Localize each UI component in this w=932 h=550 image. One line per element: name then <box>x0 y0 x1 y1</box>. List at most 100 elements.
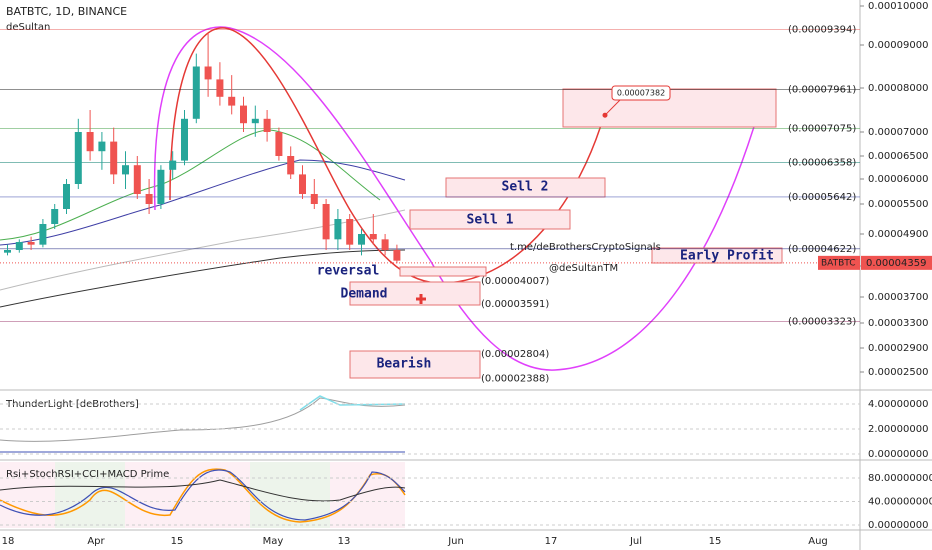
candle-body <box>287 156 295 175</box>
sell-zone <box>409 209 571 230</box>
price-tick-label: 0.00002900 <box>868 343 928 354</box>
price-tick-label: 0.00008000 <box>868 83 928 94</box>
candle-body <box>204 66 212 80</box>
indicator-line <box>0 397 406 442</box>
candle-body <box>86 132 94 152</box>
level-label: (0.00004622) <box>788 244 856 255</box>
ma-line <box>0 159 406 246</box>
candle-body <box>228 96 236 106</box>
callout-box <box>611 85 671 101</box>
candle-body <box>157 169 165 204</box>
bearish-zone <box>349 350 481 379</box>
callout-line <box>604 99 621 116</box>
indicator-tick-label: 0.00000000 <box>868 520 928 531</box>
candle-body <box>381 239 389 250</box>
level-label: (0.00004007) <box>481 276 549 287</box>
ma-line <box>0 129 381 241</box>
indicator-tick-label: 80.00000000 <box>868 473 932 484</box>
author: deSultan <box>6 22 50 33</box>
level-label: (0.00009394) <box>788 25 856 36</box>
candle-body <box>369 234 377 240</box>
candle-body <box>299 174 306 194</box>
demand-zone <box>349 281 481 306</box>
candle-body <box>39 224 47 245</box>
price-tag-value: 0.00004359 <box>866 258 926 269</box>
level-label: (0.00006358) <box>788 158 856 169</box>
candle-body <box>169 160 177 170</box>
indicator-tick-label: 4.00000000 <box>868 399 928 410</box>
level-label: (0.00007961) <box>788 85 856 96</box>
time-label: 17 <box>545 536 558 547</box>
level-label: (0.00003323) <box>788 317 856 328</box>
callout-label: 0.00007382 <box>617 89 665 98</box>
cross-marker <box>416 294 426 304</box>
indicator-tick-label: 0.00000000 <box>868 449 928 460</box>
candle-body <box>51 209 59 224</box>
time-label: Jun <box>447 536 464 547</box>
telegram: t.me/deBrothersCryptoSignals <box>510 242 661 253</box>
price-tick-label: 0.00006500 <box>868 151 928 162</box>
zone-label: Demand <box>341 287 388 302</box>
candle-body <box>122 165 129 175</box>
candle-body <box>393 250 401 261</box>
price-tag-symbol: BATBTC <box>821 258 856 268</box>
candle-body <box>310 194 318 204</box>
candle-body <box>110 141 118 175</box>
candle-body <box>334 219 342 240</box>
level-label: (0.00005642) <box>788 192 856 203</box>
candle-body <box>240 105 247 124</box>
price-tag <box>861 255 932 270</box>
level-label: (0.00002388) <box>481 374 549 385</box>
candle-body <box>358 234 365 245</box>
candle-body <box>346 219 354 245</box>
price-tick-label: 0.00009000 <box>868 40 928 51</box>
level-label: (0.00007075) <box>788 124 856 135</box>
level-label: (0.00002804) <box>481 349 549 360</box>
price-tick-label: 0.00003300 <box>868 318 928 329</box>
indicator-line <box>0 479 406 502</box>
candle-body <box>15 242 23 250</box>
time-label: Aug <box>808 536 828 547</box>
candle-body <box>251 118 259 124</box>
candle-body <box>263 118 271 132</box>
price-tick-label: 0.00004900 <box>868 229 928 240</box>
indicator-tick-label: 40.00000000 <box>868 497 932 508</box>
zone-label: Sell 1 <box>467 213 514 228</box>
zone-label: Sell 2 <box>502 180 549 195</box>
twitter: @deSultanTM <box>549 263 618 274</box>
price-tick-label: 0.00005500 <box>868 199 928 210</box>
indicator-line <box>0 469 406 521</box>
candle-body <box>4 250 11 253</box>
candle-body <box>322 204 330 240</box>
price-tick-label: 0.00002500 <box>868 367 928 378</box>
candle-body <box>133 165 141 194</box>
price-tag <box>818 255 860 270</box>
indicator-title: Rsi+StochRSI+CCI+MACD Prime <box>6 469 169 480</box>
time-label: 15 <box>171 536 184 547</box>
reversal-zone <box>399 266 487 277</box>
time-label: 13 <box>338 536 351 547</box>
ma-line <box>0 249 406 308</box>
time-label: 15 <box>709 536 722 547</box>
price-tick-label: 0.00006000 <box>868 174 928 185</box>
candle-body <box>181 118 188 161</box>
zone-label: Early Profit <box>680 249 774 264</box>
time-label: Jul <box>629 536 642 547</box>
projection-curve <box>169 27 606 284</box>
level-label: (0.00003591) <box>481 299 549 310</box>
zone-label: reversal <box>317 264 380 279</box>
price-tick-label: 0.00003700 <box>868 292 928 303</box>
symbol-title: BATBTC, 1D, BINANCE <box>6 5 127 18</box>
time-label: Apr <box>87 536 105 547</box>
indicator-tick-label: 2.00000000 <box>868 424 928 435</box>
candle-body <box>216 79 224 97</box>
candle-body <box>74 132 82 184</box>
candle-body <box>275 132 283 156</box>
candle-body <box>145 194 153 204</box>
candle-body <box>98 141 106 152</box>
zone-label: Bearish <box>377 357 432 372</box>
price-tick-label: 0.00010000 <box>868 1 928 12</box>
candle-body <box>63 184 70 209</box>
